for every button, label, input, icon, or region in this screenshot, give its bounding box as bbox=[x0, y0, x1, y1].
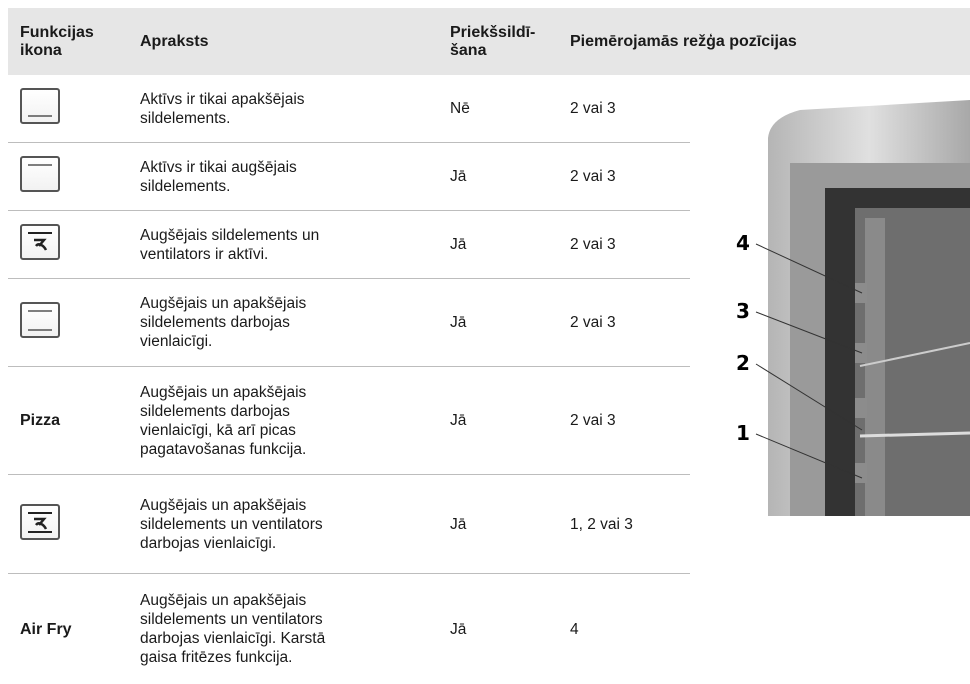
preheat: Jā bbox=[450, 314, 467, 331]
description: Aktīvs ir tikai augšējais sildelements. bbox=[140, 158, 297, 195]
icon-label: Air Fry bbox=[20, 620, 72, 638]
header-text: šana bbox=[450, 41, 487, 59]
rack-label: 3 bbox=[736, 299, 750, 323]
preheat: Nē bbox=[450, 100, 470, 117]
description: Augšējais un apakšējais sildelements dar… bbox=[140, 295, 307, 350]
function-icon bbox=[20, 224, 60, 260]
header-text: Funkcijas bbox=[20, 23, 94, 41]
table-row: Aktīvs ir tikai augšējais sildelements. … bbox=[8, 143, 690, 211]
icon-label: Pizza bbox=[20, 412, 61, 429]
table-row: Pizza Augšējais un apakšējais sildelemen… bbox=[8, 367, 690, 475]
cell: Augšējais un apakšējais sildelements dar… bbox=[130, 294, 440, 351]
header-cell: Apraksts bbox=[130, 33, 440, 51]
description: Augšējais un apakšējais sildelements un … bbox=[140, 592, 326, 666]
header-text: Priekšsildī- bbox=[450, 23, 536, 41]
positions: 2 vai 3 bbox=[570, 236, 616, 253]
header-text: ikona bbox=[20, 41, 62, 59]
rack-label: 1 bbox=[736, 421, 750, 445]
table-header: Funkcijas ikona Apraksts Priekšsildī-šana… bbox=[8, 8, 970, 75]
description: Aktīvs ir tikai apakšējais sildelements. bbox=[140, 90, 305, 127]
description: Augšējais un apakšējais sildelements dar… bbox=[140, 383, 307, 458]
table-row: Augšējais un apakšējais sildelements dar… bbox=[8, 279, 690, 367]
header-cell: Piemērojamās režģa pozīcijas bbox=[564, 33, 797, 51]
icon-cell bbox=[8, 156, 130, 197]
preheat: Jā bbox=[450, 412, 467, 429]
icon-cell bbox=[8, 224, 130, 265]
function-icon bbox=[20, 302, 60, 338]
preheat: Jā bbox=[450, 168, 467, 185]
header-text: Apraksts bbox=[140, 32, 209, 50]
cell: Augšējais sildelements un ventilators ir… bbox=[130, 226, 440, 264]
cell: Augšējais un apakšējais sildelements dar… bbox=[130, 383, 440, 459]
header-cell: Funkcijas ikona bbox=[8, 24, 130, 60]
header-text: Piemērojamās režģa pozīcijas bbox=[570, 32, 797, 50]
function-icon bbox=[20, 503, 60, 540]
preheat: Jā bbox=[450, 236, 467, 253]
positions: 2 vai 3 bbox=[570, 168, 616, 185]
header-cell: Priekšsildī-šana bbox=[440, 24, 564, 60]
positions: 1, 2 vai 3 bbox=[570, 515, 633, 533]
oven-figure: 4 3 2 1 bbox=[736, 100, 970, 516]
description: Augšējais un apakšējais sildelements un … bbox=[140, 496, 323, 552]
function-icon bbox=[20, 88, 60, 124]
cell: Aktīvs ir tikai apakšējais sildelements. bbox=[130, 90, 440, 128]
positions: 4 bbox=[570, 620, 579, 638]
function-icon bbox=[20, 156, 60, 192]
description: Augšējais sildelements un ventilators ir… bbox=[140, 226, 320, 263]
rack-label: 4 bbox=[736, 231, 750, 255]
cell: Augšējais un apakšējais sildelements un … bbox=[130, 496, 440, 553]
table-row: Aktīvs ir tikai apakšējais sildelements.… bbox=[8, 75, 690, 143]
table-row: Augšējais un apakšējais sildelements un … bbox=[8, 475, 690, 574]
preheat: Jā bbox=[450, 515, 467, 533]
icon-cell bbox=[8, 88, 130, 129]
table-row: Augšējais sildelements un ventilators ir… bbox=[8, 211, 690, 279]
rack-label: 2 bbox=[736, 351, 750, 375]
icon-cell bbox=[8, 302, 130, 343]
cell: Aktīvs ir tikai augšējais sildelements. bbox=[130, 158, 440, 196]
positions: 2 vai 3 bbox=[570, 412, 616, 429]
positions: 2 vai 3 bbox=[570, 314, 616, 331]
cell: Augšējais un apakšējais sildelements un … bbox=[130, 591, 440, 667]
icon-cell bbox=[8, 503, 130, 545]
positions: 2 vai 3 bbox=[570, 100, 616, 117]
preheat: Jā bbox=[450, 620, 467, 638]
table-row: Air Fry Augšējais un apakšējais sildelem… bbox=[8, 574, 690, 684]
